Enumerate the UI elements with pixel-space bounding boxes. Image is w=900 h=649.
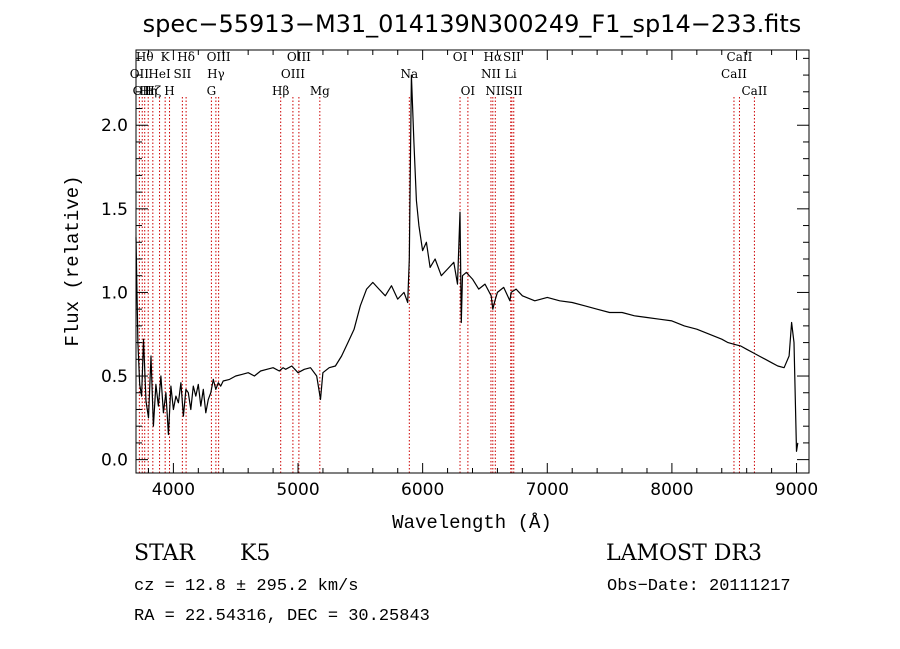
x-tick-label: 5000 [276, 480, 319, 500]
spectrum-series-line [135, 74, 799, 452]
spectral-line-label: Hδ [177, 50, 195, 64]
spectral-line-label: OIII [287, 50, 311, 64]
y-tick-label: 0.0 [101, 451, 128, 471]
y-tick-label: 1.0 [101, 283, 128, 303]
object-subclass: K5 [240, 541, 270, 566]
object-class: STAR [134, 541, 196, 566]
spectral-line-label: CaII [741, 84, 767, 98]
redshift-text: cz = 12.8 ± 295.2 km/s [134, 577, 358, 596]
spectral-line-label: Mg [310, 84, 330, 98]
x-tick-label: 4000 [152, 480, 195, 500]
spectral-line-label: Hθ [136, 50, 154, 64]
y-tick-label: 2.0 [101, 116, 128, 136]
survey-label: LAMOST DR3 [606, 541, 762, 566]
spectral-line-label: SII [174, 67, 192, 81]
spectral-line-label: OI [461, 84, 476, 98]
chart-title: spec−55913−M31_014139N300249_F1_sp14−233… [143, 10, 802, 38]
spectral-line-label: Li [505, 67, 517, 81]
spectral-line-label: Hβ [272, 84, 289, 98]
spectral-line-label: OIII [207, 50, 231, 64]
spectral-line-label: K [161, 50, 171, 64]
spectral-line-label: HeI [148, 67, 171, 81]
spectral-line-label: Hη [139, 84, 157, 98]
y-axis-label: Flux (relative) [62, 175, 84, 346]
x-tick-label: 6000 [401, 480, 444, 500]
spectral-line-label: H [164, 84, 174, 98]
obs-date-text: Obs−Date: 20111217 [607, 577, 791, 596]
x-axis-label: Wavelength (Å) [392, 512, 552, 534]
spectral-line-label: Hζ [144, 84, 161, 98]
x-tick-label: 8000 [650, 480, 693, 500]
spectral-line-label: NII [485, 84, 505, 98]
spectral-line-label: G [207, 84, 217, 98]
spectral-line-label: Na [400, 67, 418, 81]
spectral-line-label: OII [130, 67, 150, 81]
axis-ticks: 4000 5000 6000 7000 8000 9000 0.0 0.5 1.0 1.5 2.0 [101, 50, 818, 500]
spectral-line-label: Hγ [207, 67, 225, 81]
spectral-line-label: CaII [721, 67, 747, 81]
spectral-line-label: OIII [281, 67, 305, 81]
coordinates-text: RA = 22.54316, DEC = 30.25843 [134, 607, 430, 626]
spectral-line-markers: OIIOIIHθHηHζHeIKHSIIHδGHγOIIIHβOIIIOIIIM… [130, 50, 768, 473]
spectral-line-label: OII [133, 84, 153, 98]
spectral-line-label: NII [481, 67, 501, 81]
x-tick-label: 7000 [526, 480, 569, 500]
spectral-line-label: Hα [484, 50, 503, 64]
spectral-line-label: OI [453, 50, 468, 64]
spectral-line-label: SII [503, 50, 521, 64]
spectral-line-label: SII [505, 84, 523, 98]
spectral-line-label: CaII [727, 50, 753, 64]
y-tick-label: 1.5 [101, 200, 128, 220]
y-tick-label: 0.5 [101, 367, 128, 387]
x-tick-label: 9000 [775, 480, 818, 500]
plot-frame [135, 49, 810, 474]
